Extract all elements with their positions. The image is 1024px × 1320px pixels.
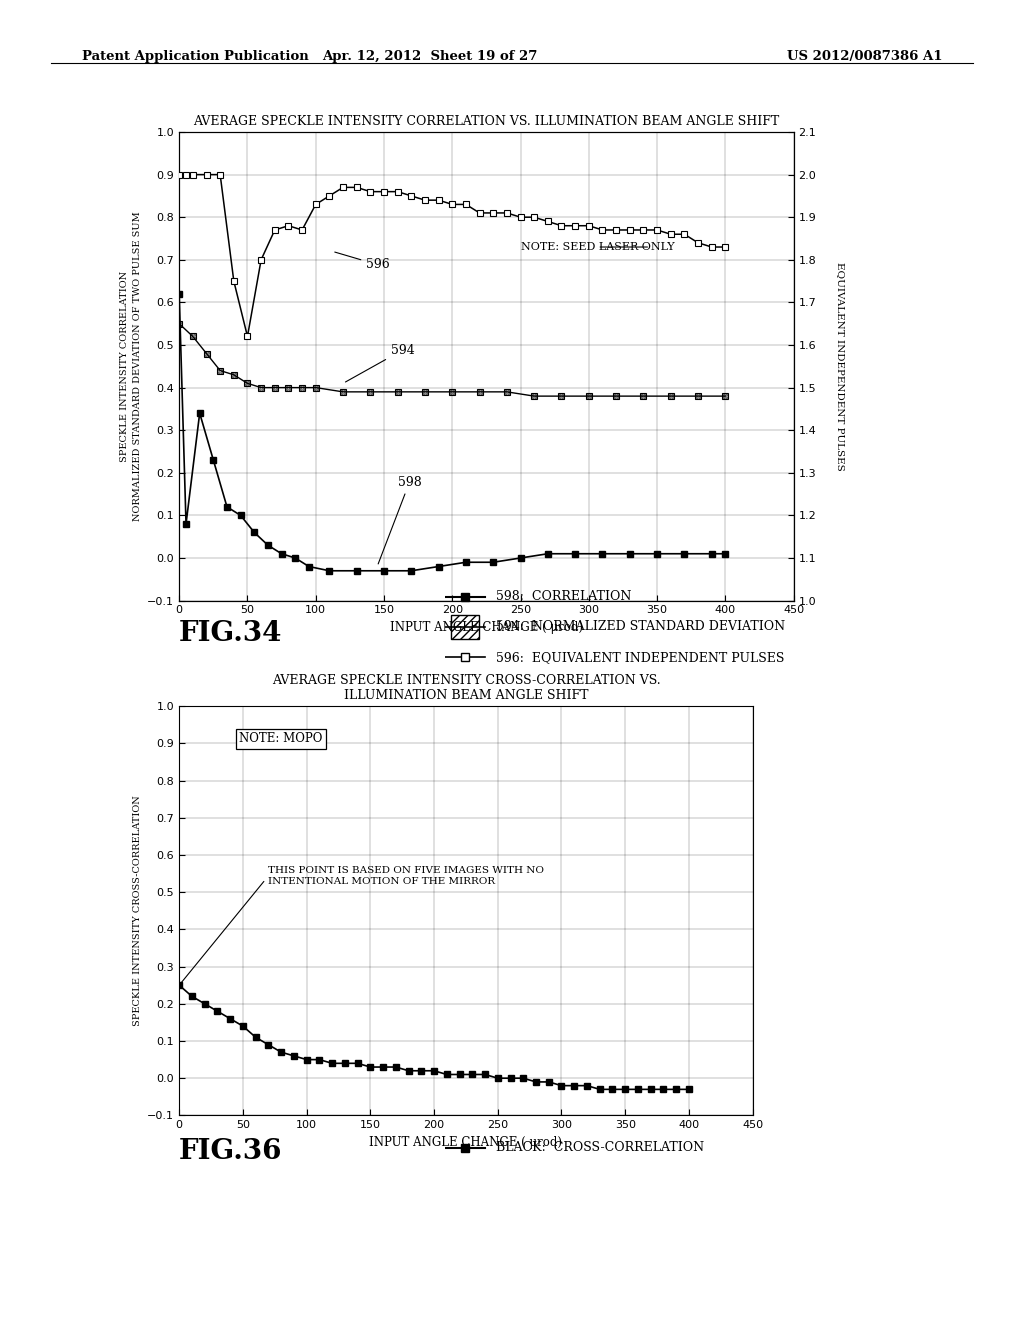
Text: 598: 598 <box>378 475 422 564</box>
Y-axis label: EQUIVALENT INDEPENDENT PULSES: EQUIVALENT INDEPENDENT PULSES <box>836 261 845 471</box>
Bar <box>451 615 479 639</box>
X-axis label: INPUT ANGLE CHANGE ( μrod): INPUT ANGLE CHANGE ( μrod) <box>370 1135 562 1148</box>
Text: US 2012/0087386 A1: US 2012/0087386 A1 <box>786 50 942 63</box>
Text: BLACK:  CROSS-CORRELATION: BLACK: CROSS-CORRELATION <box>496 1142 705 1154</box>
Text: FIG.36: FIG.36 <box>179 1138 283 1164</box>
Text: 596:  EQUIVALENT INDEPENDENT PULSES: 596: EQUIVALENT INDEPENDENT PULSES <box>496 651 784 664</box>
Text: 596: 596 <box>335 252 390 272</box>
Text: NOTE: SEED LASER ONLY: NOTE: SEED LASER ONLY <box>520 242 674 252</box>
X-axis label: INPUT ANGLE CHANGE ( μrod): INPUT ANGLE CHANGE ( μrod) <box>390 620 583 634</box>
Text: Apr. 12, 2012  Sheet 19 of 27: Apr. 12, 2012 Sheet 19 of 27 <box>323 50 538 63</box>
Y-axis label: SPECKLE INTENSITY CORRELATION
NORMALIZED STANDARD DEVIATION OF TWO PULSE SUM: SPECKLE INTENSITY CORRELATION NORMALIZED… <box>120 211 141 521</box>
Text: NOTE: MOPO: NOTE: MOPO <box>240 733 323 746</box>
Y-axis label: SPECKLE INTENSITY CROSS-CORRELATION: SPECKLE INTENSITY CROSS-CORRELATION <box>133 796 141 1026</box>
Title: AVERAGE SPECKLE INTENSITY CORRELATION VS. ILLUMINATION BEAM ANGLE SHIFT: AVERAGE SPECKLE INTENSITY CORRELATION VS… <box>194 115 779 128</box>
Text: THIS POINT IS BASED ON FIVE IMAGES WITH NO
INTENTIONAL MOTION OF THE MIRROR: THIS POINT IS BASED ON FIVE IMAGES WITH … <box>181 866 545 983</box>
Text: FIG.34: FIG.34 <box>179 620 283 647</box>
Title: AVERAGE SPECKLE INTENSITY CROSS-CORRELATION VS.
ILLUMINATION BEAM ANGLE SHIFT: AVERAGE SPECKLE INTENSITY CROSS-CORRELAT… <box>271 675 660 702</box>
Text: 598:  CORRELATION: 598: CORRELATION <box>496 590 632 603</box>
Text: 594: 594 <box>345 343 415 381</box>
Text: 594:  NORMALIZED STANDARD DEVIATION: 594: NORMALIZED STANDARD DEVIATION <box>496 620 785 634</box>
Text: Patent Application Publication: Patent Application Publication <box>82 50 308 63</box>
